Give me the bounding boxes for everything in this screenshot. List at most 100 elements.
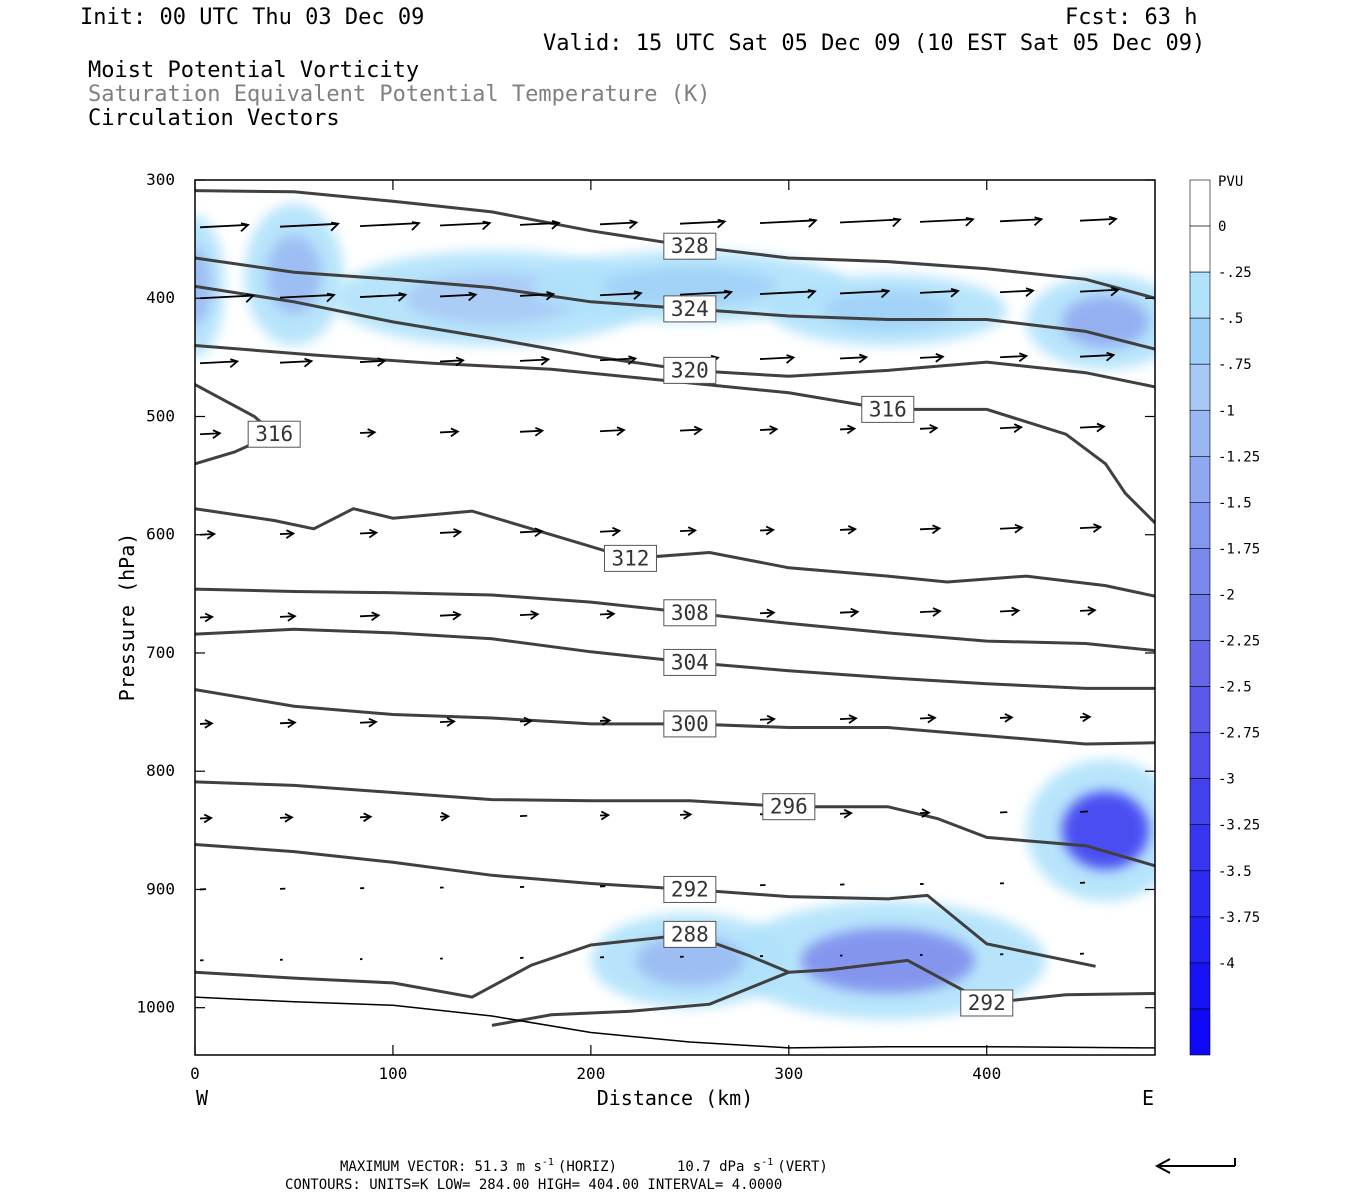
svg-text:288: 288 [671, 922, 709, 946]
contour-label-308-6: 308 [663, 599, 717, 627]
colorbar-swatch-0 [1189, 179, 1211, 227]
plot-frame [194, 179, 1156, 1056]
vector-head-4-0 [206, 529, 217, 540]
vector-3-0 [199, 432, 220, 436]
vector-head-5-10 [1011, 606, 1021, 617]
vector-head-4-9 [931, 524, 942, 535]
vector-0-11 [1079, 217, 1117, 222]
vector-head-5-9 [932, 607, 942, 617]
colorbar-label-0: 0 [1218, 219, 1226, 235]
colorbar-swatch-10 [1189, 640, 1211, 687]
colorbar-label-7: -1.75 [1218, 541, 1260, 557]
vector-head-7-6 [683, 810, 693, 820]
vector-0-9 [919, 218, 973, 223]
vector-7-8 [839, 812, 852, 815]
vector-head-3-8 [846, 424, 857, 435]
vector-1-7 [759, 290, 815, 295]
vector-5-9 [919, 610, 941, 613]
vector-4-8 [839, 528, 856, 531]
vector-head-2-3 [455, 356, 465, 367]
vector-head-6-1 [287, 718, 297, 729]
vector-head-1-9 [950, 287, 960, 298]
vector-5-7 [759, 611, 774, 615]
vector-5-11 [1079, 609, 1095, 612]
contours-info: CONTOURS: UNITS=K LOW= 284.00 HIGH= 404.… [285, 1177, 782, 1193]
colorbar-swatch-7 [1189, 502, 1211, 549]
vector-head-3-10 [1013, 423, 1024, 433]
vector-6-8 [839, 717, 857, 721]
vector-0-1 [279, 222, 339, 228]
vector-2-0 [199, 360, 238, 365]
vector-4-4 [519, 530, 542, 534]
contour-label-320-2: 320 [663, 356, 717, 384]
max-vector-info: MAXIMUM VECTOR: 51.3 m s-1 (HORIZ) 10.7 dPa… [340, 1157, 828, 1175]
vector-4-9 [919, 527, 940, 531]
colorbar-swatch-13 [1189, 778, 1211, 826]
vector-head-2-2 [377, 357, 387, 367]
vector-3-11 [1079, 425, 1104, 429]
svg-text:320: 320 [671, 358, 709, 382]
contour-label-324-1: 324 [663, 295, 717, 323]
vector-head-7-3 [440, 811, 451, 822]
vector-head-0-9 [965, 217, 975, 227]
vector-2-11 [1079, 354, 1114, 358]
contour-label-292-10: 292 [663, 875, 717, 903]
vector-head-3-5 [616, 426, 626, 436]
vector-1-11 [1079, 288, 1119, 293]
pv-blob-core-4 [822, 290, 954, 330]
vector-5-10 [999, 609, 1019, 613]
vector-3-6 [679, 428, 702, 432]
svg-text:296: 296 [770, 795, 808, 819]
vector-head-6-4 [523, 716, 533, 727]
vector-6-1 [279, 721, 295, 725]
vector-1-3 [439, 293, 476, 298]
init-time: Init: 00 UTC Thu 03 Dec 09 [80, 5, 424, 30]
vector-0-3 [439, 222, 490, 227]
contour-292-11 [788, 958, 1155, 1005]
vector-3-2 [359, 431, 375, 434]
colorbar-swatch-5 [1189, 409, 1211, 457]
colorbar-swatch-17 [1189, 962, 1211, 1010]
vector-2-4 [519, 358, 549, 362]
colorbar-label-6: -1.5 [1218, 495, 1252, 511]
vector-2-3 [439, 359, 464, 363]
y-tick-label-500: 500 [146, 406, 175, 425]
pv-blob-core-6 [1061, 791, 1150, 870]
svg-text:304: 304 [671, 650, 709, 674]
vector-6-7 [759, 718, 775, 721]
colorbar-label-2: -.5 [1218, 311, 1243, 327]
vector-head-1-1 [326, 292, 336, 303]
vector-4-1 [279, 532, 294, 536]
vector-4-7 [759, 528, 774, 532]
x-axis-title: Distance (km) [597, 1086, 754, 1110]
vector-1-9 [919, 290, 959, 294]
vector-0-5 [599, 221, 637, 226]
vector-head-1-4 [545, 290, 556, 301]
vector-head-1-2 [397, 292, 408, 302]
vector-head-4-11 [1092, 523, 1103, 533]
vector-5-2 [359, 614, 379, 618]
vector-head-7-2 [363, 812, 373, 823]
vector-4-3 [439, 531, 461, 534]
x-axis-east: E [1142, 1086, 1154, 1110]
colorbar-swatch-12 [1189, 732, 1211, 779]
y-tick-label-800: 800 [146, 761, 175, 780]
vector-head-3-2 [367, 428, 377, 438]
vector-head-3-0 [212, 429, 222, 439]
vector-head-1-8 [880, 288, 891, 299]
vector-2-9 [919, 355, 943, 359]
contour-label-304-7: 304 [663, 648, 717, 676]
vector-6-9 [919, 716, 935, 720]
vector-head-0-0 [240, 222, 250, 232]
colorbar-label-1: -.25 [1218, 265, 1252, 281]
forecast-hour: Fcst: 63 h [1065, 5, 1197, 30]
svg-text:292: 292 [968, 991, 1006, 1015]
x-tick-label-400: 400 [972, 1064, 1001, 1083]
vector-2-7 [759, 356, 794, 360]
contour-label-288-12: 288 [663, 920, 717, 948]
vector-head-1-0 [245, 293, 256, 303]
vector-head-1-5 [633, 290, 643, 300]
contour-label-312-5: 312 [603, 544, 657, 572]
reference-vector-icon [1154, 1158, 1236, 1174]
vector-3-4 [519, 429, 543, 433]
